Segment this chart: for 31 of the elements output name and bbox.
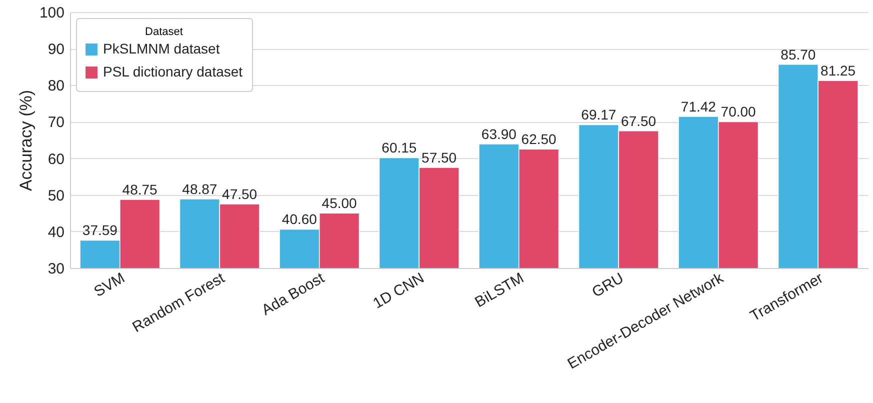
x-tick-label: GRU [589,270,627,302]
data-label: 63.90 [481,126,517,142]
data-label: 48.75 [122,181,158,198]
y-tick-label: 60 [48,150,64,168]
data-label: 45.00 [322,195,358,212]
data-label: 70.00 [720,104,756,120]
data-label: 71.42 [680,98,716,115]
data-label: 47.50 [222,186,258,202]
legend-title: Dataset [145,26,183,38]
y-tick-label: 80 [48,78,64,95]
legend-label: PkSLMNM dataset [103,40,220,56]
y-tick-label: 50 [48,187,64,204]
data-label: 67.50 [621,112,656,129]
y-axis-title: Accuracy (%) [16,90,36,192]
data-label: 48.87 [182,180,218,197]
data-label: 69.17 [581,106,616,123]
y-tick-label: 40 [48,224,64,241]
data-label: 81.25 [820,62,856,79]
y-tick-label: 70 [48,114,64,132]
x-tick-label: 1D CNN [370,270,428,312]
y-tick-label: 90 [48,41,64,58]
data-label: 40.60 [282,211,318,228]
y-tick-label: 100 [39,4,64,22]
x-tick-label: SVM [91,270,128,301]
data-label: 62.50 [521,131,557,148]
y-tick-label: 30 [48,260,64,278]
data-label: 57.50 [422,149,457,166]
data-label: 85.70 [780,46,816,62]
data-label: 60.15 [382,140,417,156]
legend-label: PSL dictionary dataset [103,64,243,80]
data-label: 37.59 [82,222,118,238]
